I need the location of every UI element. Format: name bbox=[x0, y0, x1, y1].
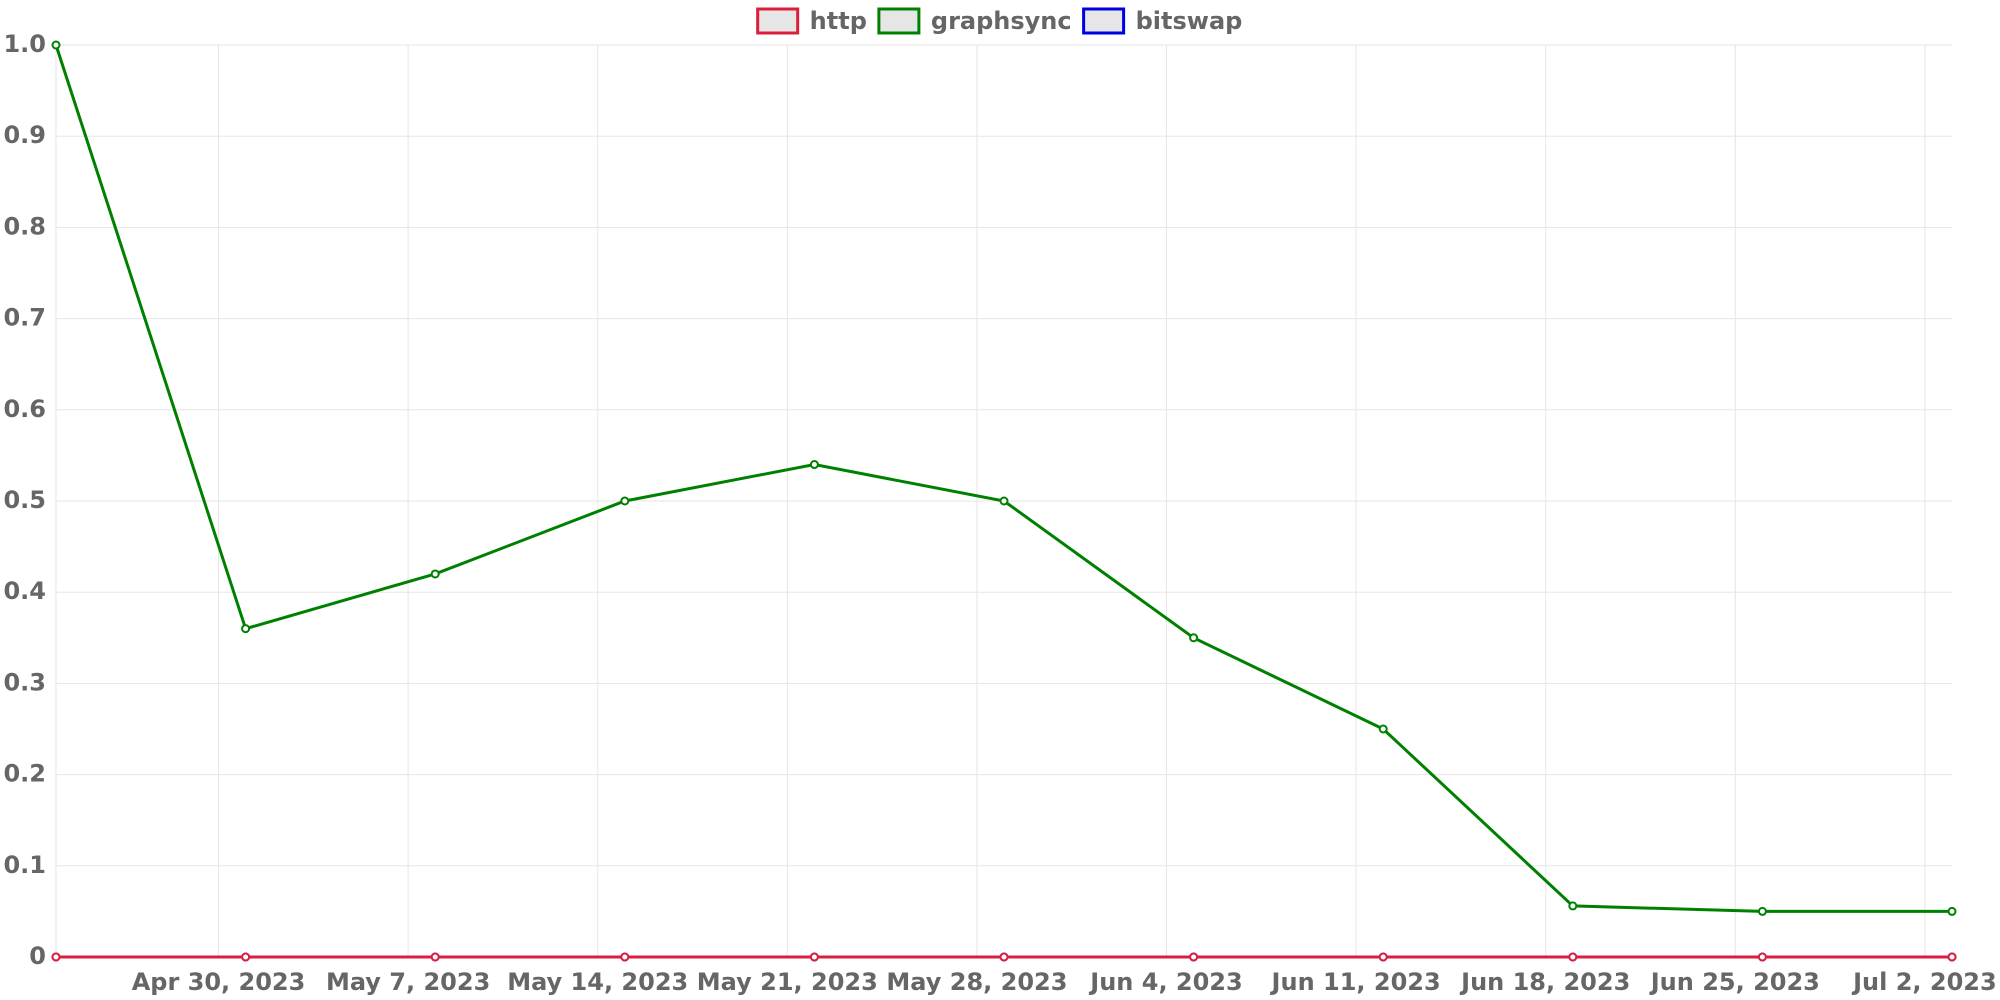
point bbox=[999, 952, 1009, 962]
y-tick-label: 0.1 bbox=[3, 851, 46, 879]
point bbox=[430, 569, 440, 579]
x-tick-label: May 28, 2023 bbox=[886, 968, 1067, 996]
point bbox=[1189, 952, 1199, 962]
x-tick-label: May 7, 2023 bbox=[326, 968, 490, 996]
legend-swatch bbox=[1082, 7, 1126, 35]
point bbox=[241, 952, 251, 962]
point bbox=[1568, 901, 1578, 911]
x-tick-label: Jun 4, 2023 bbox=[1088, 968, 1242, 996]
point bbox=[1947, 952, 1957, 962]
point bbox=[1947, 906, 1957, 916]
x-tick-label: May 21, 2023 bbox=[697, 968, 878, 996]
legend-label[interactable]: http bbox=[810, 7, 867, 35]
point bbox=[51, 40, 61, 50]
x-tick-label: May 14, 2023 bbox=[507, 968, 688, 996]
series-line bbox=[54, 44, 1952, 913]
y-tick-label: 0.3 bbox=[3, 668, 46, 696]
point bbox=[430, 952, 440, 962]
legend-label[interactable]: graphsync bbox=[931, 7, 1072, 35]
x-tick-label: Jun 11, 2023 bbox=[1270, 968, 1441, 996]
point bbox=[1568, 952, 1578, 962]
point bbox=[620, 496, 630, 506]
point bbox=[1757, 952, 1767, 962]
y-tick-label: 0.7 bbox=[3, 304, 46, 332]
y-tick-label: 0.9 bbox=[3, 121, 46, 149]
x-tick-label: Jul 2, 2023 bbox=[1851, 968, 1997, 996]
y-tick-label: 0.2 bbox=[3, 760, 46, 788]
point bbox=[1378, 724, 1388, 734]
y-tick-label: 1.0 bbox=[3, 30, 46, 58]
x-tick-label: Apr 30, 2023 bbox=[132, 968, 306, 996]
point bbox=[51, 952, 61, 962]
point bbox=[809, 952, 819, 962]
y-tick-label: 0.4 bbox=[3, 577, 46, 605]
y-tick-label: 0 bbox=[29, 942, 46, 970]
y-tick-label: 0.5 bbox=[3, 486, 46, 514]
y-tick-label: 0.8 bbox=[3, 212, 46, 240]
x-tick-label: Jun 25, 2023 bbox=[1649, 968, 1820, 996]
point bbox=[999, 496, 1009, 506]
point bbox=[1189, 633, 1199, 643]
legend-label[interactable]: bitswap bbox=[1136, 7, 1243, 35]
point bbox=[1378, 952, 1388, 962]
point bbox=[809, 460, 819, 470]
point bbox=[1757, 906, 1767, 916]
x-tick-label: Jun 18, 2023 bbox=[1459, 968, 1630, 996]
legend-swatch bbox=[877, 7, 921, 35]
legend-swatch bbox=[756, 7, 800, 35]
point bbox=[620, 952, 630, 962]
y-tick-label: 0.6 bbox=[3, 395, 46, 423]
point bbox=[241, 624, 251, 634]
